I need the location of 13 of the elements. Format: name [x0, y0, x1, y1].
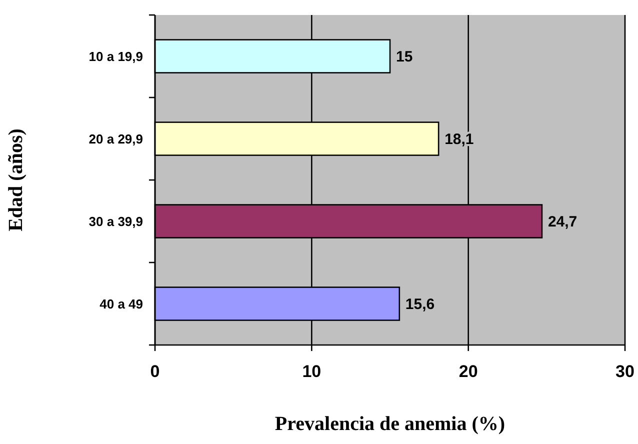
x-tick-label: 20 — [458, 362, 478, 381]
x-tick-label: 10 — [302, 362, 322, 381]
x-axis-title: Prevalencia de anemia (%) — [274, 413, 506, 435]
y-axis-title: Edad (años) — [5, 128, 27, 232]
y-tick-label: 20 a 29,9 — [88, 131, 143, 146]
x-tick-label: 0 — [150, 362, 160, 381]
y-tick-label: 40 a 49 — [100, 296, 143, 312]
data-label: 15,6 — [405, 296, 435, 313]
y-tick-label: 10 a 19,9 — [88, 48, 143, 64]
y-tick-label: 30 a 39,9 — [88, 214, 143, 229]
x-tick-label: 30 — [616, 362, 634, 381]
data-label: 15 — [396, 48, 413, 66]
data-label: 24,7 — [548, 214, 578, 230]
